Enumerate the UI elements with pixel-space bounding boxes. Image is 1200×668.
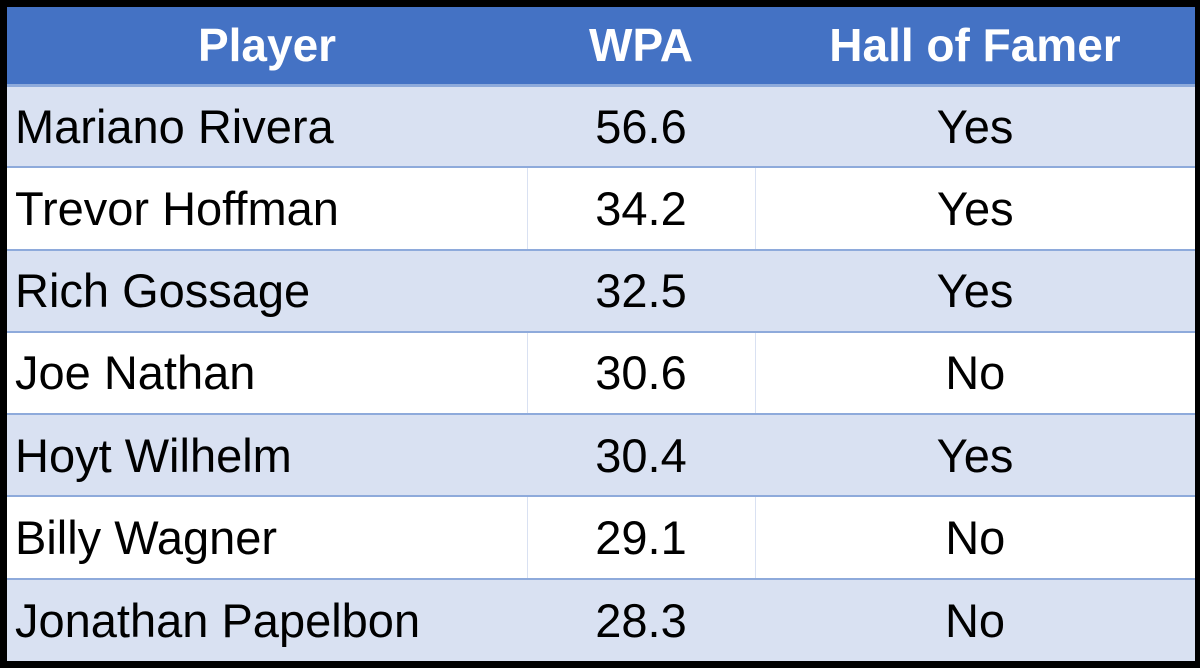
hall-of-famer-cell: No <box>755 496 1195 580</box>
wpa-cell: 30.4 <box>527 414 755 498</box>
table-row: Joe Nathan 30.6 No <box>7 331 1195 416</box>
wpa-table: Player WPA Hall of Famer Mariano Rivera … <box>7 7 1195 661</box>
table-row: Jonathan Papelbon 28.3 No <box>7 578 1195 661</box>
hall-of-famer-cell: Yes <box>755 85 1195 169</box>
table-body: Mariano Rivera 56.6 Yes Trevor Hoffman 3… <box>7 85 1195 661</box>
table-row: Hoyt Wilhelm 30.4 Yes <box>7 414 1195 498</box>
hall-of-famer-cell: No <box>755 331 1195 416</box>
wpa-cell: 34.2 <box>527 167 756 251</box>
hall-of-famer-cell: No <box>755 578 1195 661</box>
wpa-cell: 32.5 <box>527 249 755 333</box>
player-cell: Hoyt Wilhelm <box>7 414 527 498</box>
player-cell: Jonathan Papelbon <box>7 578 527 661</box>
table-header: Player WPA Hall of Famer <box>7 7 1195 87</box>
player-cell: Billy Wagner <box>7 496 528 580</box>
wpa-cell: 56.6 <box>527 85 755 169</box>
player-cell: Rich Gossage <box>7 249 527 333</box>
table-row: Mariano Rivera 56.6 Yes <box>7 85 1195 169</box>
hall-of-famer-cell: Yes <box>755 414 1195 498</box>
hall-of-famer-cell: Yes <box>755 249 1195 333</box>
header-wpa: WPA <box>527 7 755 87</box>
wpa-cell: 30.6 <box>527 331 756 416</box>
header-row: Player WPA Hall of Famer <box>7 7 1195 87</box>
header-hall-of-famer: Hall of Famer <box>755 7 1195 87</box>
hall-of-famer-cell: Yes <box>755 167 1195 251</box>
wpa-cell: 28.3 <box>527 578 755 661</box>
table-row: Trevor Hoffman 34.2 Yes <box>7 167 1195 251</box>
player-cell: Mariano Rivera <box>7 85 527 169</box>
table-row: Rich Gossage 32.5 Yes <box>7 249 1195 333</box>
header-player: Player <box>7 7 527 87</box>
player-cell: Joe Nathan <box>7 331 528 416</box>
table-row: Billy Wagner 29.1 No <box>7 496 1195 580</box>
player-cell: Trevor Hoffman <box>7 167 528 251</box>
wpa-cell: 29.1 <box>527 496 756 580</box>
